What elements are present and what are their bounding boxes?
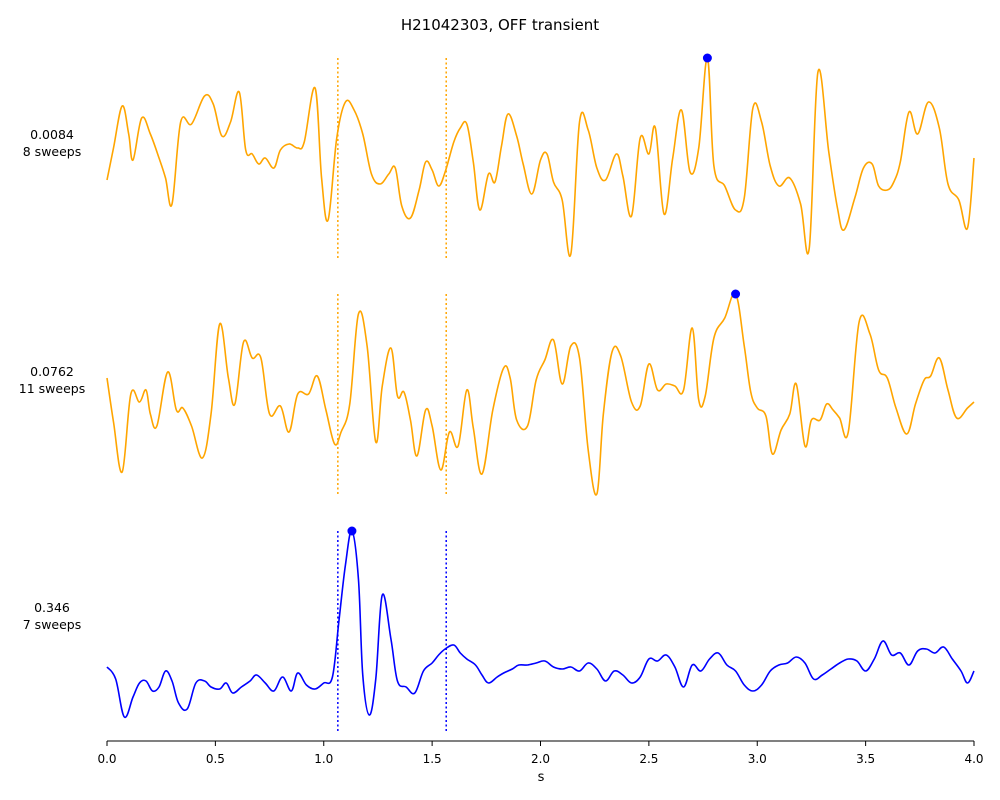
- x-tick-label: 1.0: [314, 752, 333, 766]
- trace-line: [106, 57, 975, 258]
- chart-rows: 0.0084 8 sweeps 0.0762 11 sweeps 0.346 7 swee…: [19, 53, 975, 733]
- x-axis-label: s: [538, 770, 545, 785]
- x-axis: 0.0 0.5 1.0 1.5 2.0 2.5 3.0 3.5 4.0: [97, 740, 984, 766]
- trace-row-2: 0.0762 11 sweeps: [19, 289, 975, 496]
- row-sweeps-label: 8 sweeps: [23, 144, 82, 159]
- trace-row-3: 0.346 7 sweeps: [23, 526, 975, 733]
- row-value-label: 0.346: [34, 600, 70, 615]
- x-tick-label: 3.0: [748, 752, 767, 766]
- peak-marker: [347, 526, 357, 536]
- x-tick-label: 4.0: [964, 752, 983, 766]
- x-tick-label: 2.5: [639, 752, 658, 766]
- x-tick-label: 3.5: [856, 752, 875, 766]
- trace-line: [106, 530, 975, 719]
- row-sweeps-label: 11 sweeps: [19, 381, 85, 396]
- x-tick-label: 2.0: [531, 752, 550, 766]
- chart-title: H21042303, OFF transient: [401, 16, 599, 34]
- x-tick-label: 0.5: [206, 752, 225, 766]
- x-tick-label: 0.0: [97, 752, 116, 766]
- row-value-label: 0.0084: [30, 127, 74, 142]
- trace-line: [106, 292, 975, 496]
- trace-row-1: 0.0084 8 sweeps: [23, 53, 975, 259]
- row-value-label: 0.0762: [30, 364, 74, 379]
- peak-marker: [731, 289, 741, 299]
- peak-marker: [702, 53, 712, 63]
- row-sweeps-label: 7 sweeps: [23, 617, 82, 632]
- x-tick-label: 1.5: [423, 752, 442, 766]
